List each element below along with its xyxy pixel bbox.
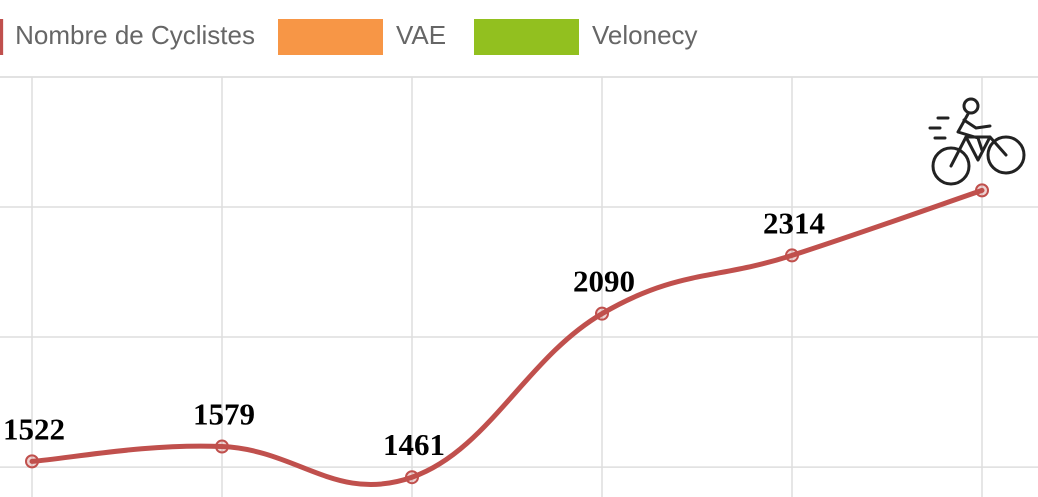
legend-label: Velonecy (592, 20, 698, 50)
data-label: 1522 (3, 411, 65, 446)
legend: Nombre de Cyclistes VAE Velonecy (0, 19, 698, 55)
data-point (215, 439, 229, 454)
bike-icon (928, 97, 1026, 186)
data-label: 1461 (383, 427, 445, 462)
legend-swatch (278, 19, 383, 55)
data-label: 1579 (193, 397, 255, 432)
data-label: 2090 (573, 264, 635, 299)
data-point (25, 454, 39, 469)
data-point (405, 470, 419, 485)
series-line (29, 187, 985, 488)
legend-label: VAE (396, 20, 446, 50)
data-point (975, 183, 989, 198)
data-label: 2314 (763, 205, 825, 240)
legend-swatch (474, 19, 579, 55)
legend-label: Nombre de Cyclistes (15, 20, 255, 50)
plot: 1522 1579 1461 2090 2314 (3, 183, 989, 488)
data-point (595, 306, 609, 321)
legend-swatch (0, 19, 4, 55)
data-point (785, 248, 799, 263)
grid (0, 76, 1038, 497)
